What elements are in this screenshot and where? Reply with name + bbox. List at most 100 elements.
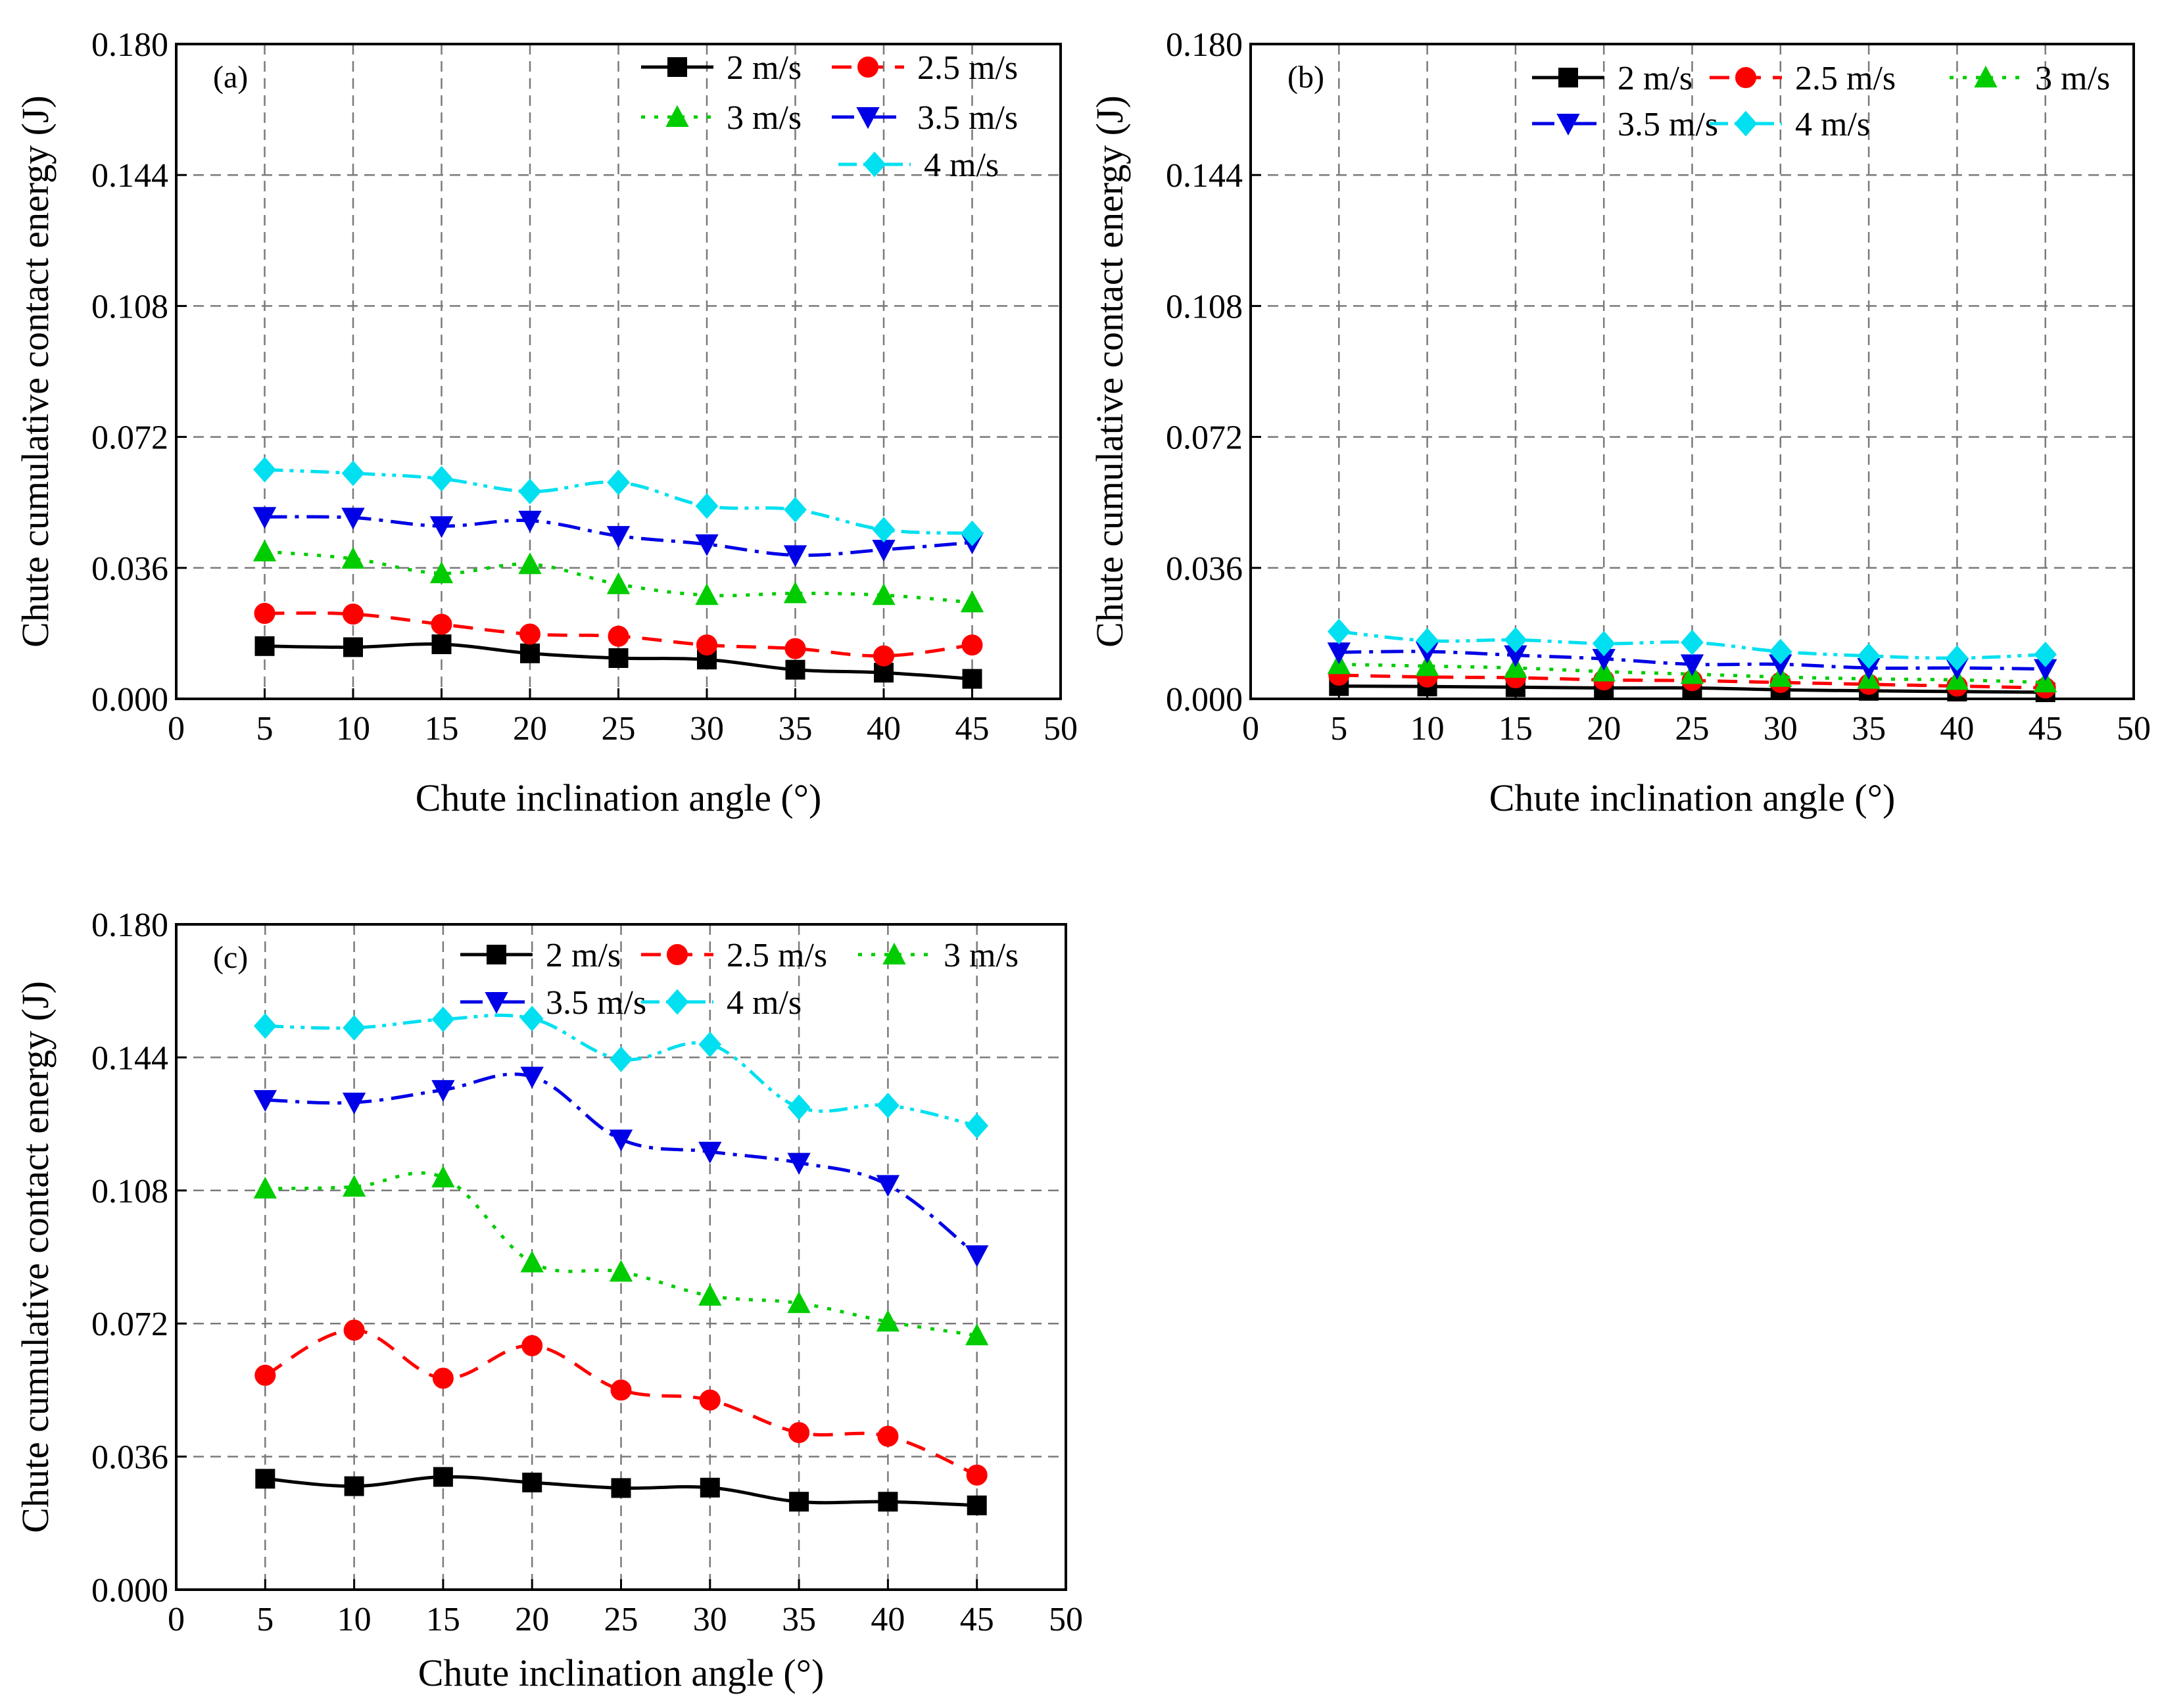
data-point-square [967, 1495, 987, 1515]
series-3-m-s [252, 539, 984, 613]
data-point-diamond [610, 1046, 633, 1072]
data-point-triangle-down [872, 540, 896, 562]
x-tick-label: 10 [1410, 710, 1445, 747]
legend-marker-square [487, 945, 506, 964]
data-point-square [344, 1476, 364, 1496]
x-tick-label: 20 [513, 710, 547, 747]
legend-item: 2 m/s [1532, 60, 1692, 97]
data-point-triangle-down [429, 516, 454, 538]
legend-label: 3.5 m/s [1618, 106, 1718, 143]
legend-item: 2 m/s [460, 937, 621, 974]
data-point-square [611, 1478, 631, 1498]
data-point-triangle-down [252, 507, 277, 529]
data-point-square [789, 1492, 809, 1512]
series-4-m-s [1327, 619, 2057, 671]
x-tick-label: 40 [1940, 710, 1974, 747]
x-axis-title: Chute inclination angle (°) [416, 776, 822, 819]
data-point-circle [784, 638, 806, 659]
data-point-diamond [2034, 641, 2057, 668]
data-point-triangle-down [965, 1245, 989, 1268]
panel-b: 0 5 10 15 20 25 30 35 40 45 50 0.000 0.036 0.072 0.108… [1088, 26, 2151, 819]
data-point-circle [521, 1335, 543, 1356]
x-tick-label: 10 [336, 710, 370, 747]
data-point-triangle-down [783, 545, 807, 567]
data-point-diamond [520, 1005, 544, 1032]
data-point-diamond [698, 1032, 722, 1058]
x-tick-label: 35 [782, 1601, 816, 1638]
x-tick-label: 15 [426, 1601, 460, 1638]
data-point-triangle-up [872, 583, 896, 605]
y-axis-title: Chute cumulative contact energy (J) [1088, 95, 1131, 648]
data-point-triangle-down [606, 526, 631, 548]
data-point-diamond [1592, 630, 1616, 657]
legend-item: 2 m/s [641, 49, 802, 87]
y-tick-label: 0.000 [1166, 681, 1243, 719]
data-point-triangle-down [876, 1175, 900, 1197]
legend-marker-square [1558, 68, 1578, 87]
data-point-diamond [876, 1092, 900, 1119]
legend-item: 3 m/s [1950, 60, 2110, 97]
data-point-triangle-down [518, 510, 542, 533]
data-point-circle [254, 1364, 276, 1386]
x-tick-label: 45 [960, 1601, 994, 1638]
data-point-diamond [341, 460, 365, 486]
legend-marker-diamond [863, 151, 886, 178]
y-tick-label: 0.036 [1166, 550, 1243, 588]
series-2-5-m-s [254, 1319, 988, 1486]
data-point-triangle-up [518, 552, 542, 575]
data-point-triangle-up [252, 539, 277, 561]
y-tick-label: 0.108 [91, 288, 168, 325]
legend-marker-triangle-up [882, 942, 906, 964]
x-tick-label: 15 [425, 710, 459, 747]
y-axis-title: Chute cumulative contact energy (J) [14, 95, 57, 648]
panel-c: 0 5 10 15 20 25 30 35 40 45 50 0.000 0.036 0.072 0.108… [14, 907, 1083, 1694]
grid [176, 44, 1061, 699]
x-tick-label: 5 [256, 710, 274, 747]
data-point-triangle-up [2034, 670, 2057, 693]
series-3-5-m-s [253, 1066, 989, 1268]
x-tick-label: 0 [1242, 710, 1259, 747]
data-point-diamond [784, 496, 807, 523]
legend-marker-circle [667, 944, 688, 965]
x-tick-label: 5 [1330, 710, 1347, 747]
data-point-square [431, 634, 452, 654]
data-point-triangle-up [341, 546, 365, 569]
data-point-diamond [961, 520, 984, 546]
series-line [265, 1171, 978, 1337]
legend-label: 4 m/s [727, 984, 802, 1022]
panel-label: (b) [1287, 60, 1324, 95]
legend-item: 3.5 m/s [1532, 106, 1718, 143]
legend-label: 3 m/s [727, 99, 802, 137]
legend-item: 2.5 m/s [832, 49, 1018, 87]
panel-label: (a) [213, 60, 248, 95]
legend: 2 m/s 2.5 m/s 3 m/s 3.5 m/s 4 m/s [1532, 60, 2110, 143]
x-tick-label: 10 [337, 1601, 372, 1638]
panel-a: 0 5 10 15 20 25 30 35 40 45 50 0.000 0.036 0.072 0.108… [14, 26, 1078, 819]
data-point-triangle-up [965, 1323, 989, 1346]
data-point-diamond [253, 456, 276, 483]
x-tick-label: 25 [602, 710, 636, 747]
panel-label: (c) [213, 940, 248, 975]
series-3-m-s [253, 1165, 989, 1346]
data-point-triangle-up [695, 583, 719, 605]
legend-label: 2 m/s [546, 937, 621, 974]
data-point-diamond [965, 1112, 989, 1139]
legend-label: 4 m/s [924, 147, 999, 184]
legend-marker-triangle-up [665, 105, 689, 127]
data-point-circle [610, 1379, 632, 1401]
data-point-triangle-up [1592, 659, 1616, 682]
data-point-circle [788, 1422, 810, 1444]
grid [1251, 44, 2134, 699]
data-point-triangle-down [341, 508, 365, 530]
data-point-diamond [343, 1014, 366, 1041]
legend-marker-triangle-down [1556, 114, 1580, 136]
data-point-triangle-up [1769, 665, 1792, 687]
x-tick-label: 30 [690, 710, 724, 747]
data-point-triangle-up [1504, 655, 1527, 678]
legend-label: 2.5 m/s [1795, 60, 1896, 97]
data-point-square [520, 643, 540, 663]
data-point-triangle-up [253, 1176, 277, 1198]
data-point-diamond [1681, 629, 1704, 655]
data-point-triangle-down [431, 1079, 455, 1103]
